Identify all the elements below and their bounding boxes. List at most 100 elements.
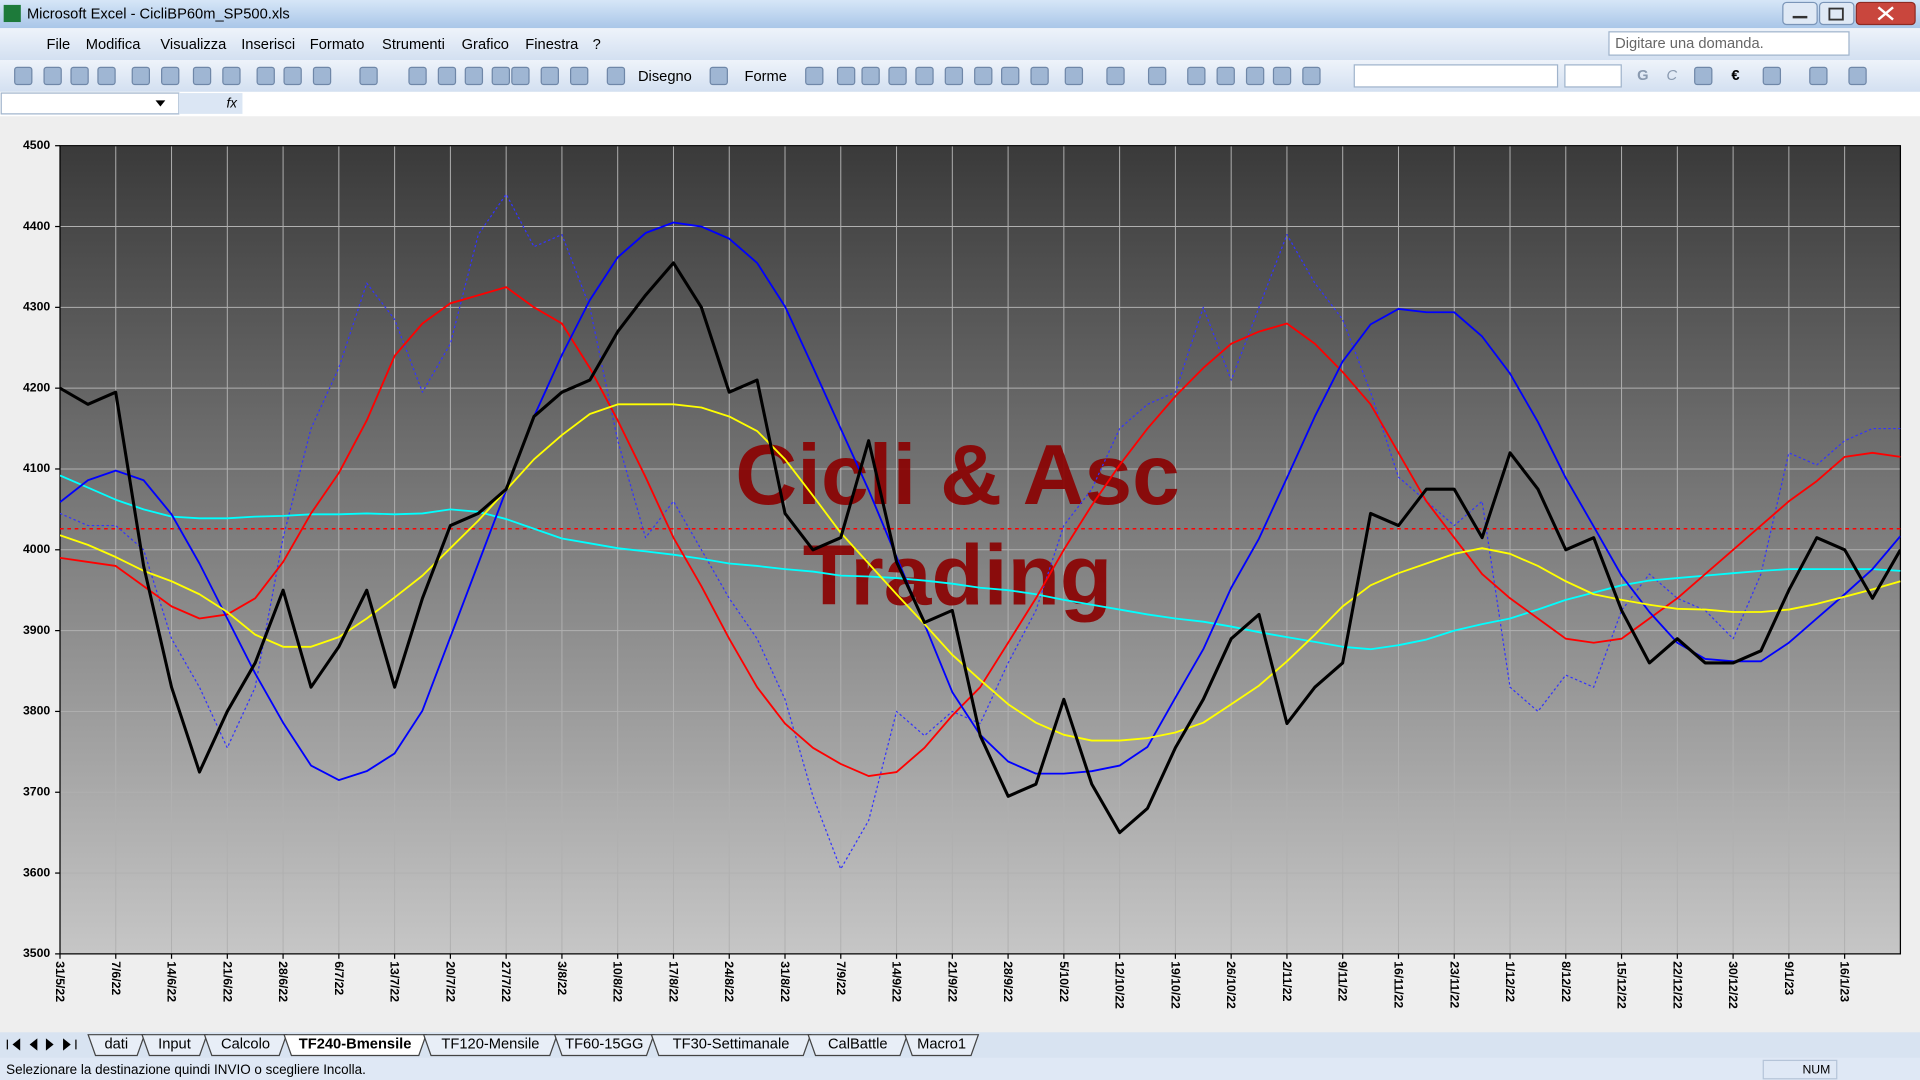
toolbar-button[interactable] <box>836 66 856 86</box>
toolbar-button[interactable] <box>1187 66 1206 86</box>
x-tick-label: 7/6/22 <box>109 961 123 995</box>
sheet-tab-label[interactable]: TF60-15GG <box>565 1036 643 1052</box>
x-tick-label: 24/8/22 <box>722 961 736 1002</box>
series-line <box>60 286 1901 778</box>
toolbar-button[interactable] <box>491 66 511 86</box>
toolbar-button[interactable] <box>974 66 993 86</box>
toolbar-button[interactable] <box>131 66 151 86</box>
toolbar-button[interactable] <box>606 66 626 86</box>
sheet-tab[interactable] <box>283 1034 427 1057</box>
toolbar-button[interactable] <box>1216 66 1235 86</box>
font-size-box[interactable] <box>1564 64 1622 88</box>
sheet-tab[interactable] <box>650 1034 812 1057</box>
sheet-tab[interactable] <box>422 1034 559 1057</box>
menu-item[interactable]: Inserisci <box>241 37 295 53</box>
menu-item[interactable]: Visualizza <box>160 37 227 53</box>
sheet-tab-label[interactable]: TF240-Bmensile <box>299 1036 412 1052</box>
toolbar-button[interactable] <box>1001 66 1020 86</box>
series-line <box>60 403 1901 742</box>
y-tick-label: 3700 <box>23 784 50 798</box>
toolbar-button[interactable] <box>1809 66 1828 86</box>
bold-button[interactable]: G <box>1637 68 1648 84</box>
toolbar-button[interactable] <box>312 66 332 86</box>
minimize-button[interactable] <box>1782 1 1818 26</box>
x-tick-label: 9/11/22 <box>1336 961 1350 1001</box>
sheet-tab[interactable] <box>807 1034 909 1057</box>
y-tick-label: 3600 <box>23 865 50 879</box>
sheet-tab-label[interactable]: dati <box>104 1036 128 1052</box>
italic-button[interactable]: C <box>1667 68 1678 84</box>
toolbar-button[interactable] <box>511 66 530 86</box>
plot-border <box>59 145 1902 955</box>
toolbar-button[interactable] <box>540 66 559 86</box>
formula-buttons <box>178 93 243 114</box>
toolbar-button[interactable] <box>805 66 824 86</box>
y-tick-label: 4400 <box>23 219 50 233</box>
toolbar-button[interactable] <box>283 66 302 86</box>
status-bar <box>0 1057 1920 1080</box>
excel-icon <box>3 4 21 23</box>
sheet-tab[interactable] <box>904 1034 980 1057</box>
toolbar-button[interactable] <box>888 66 907 86</box>
toolbar-button[interactable] <box>437 66 457 86</box>
shapes-menu[interactable]: Forme <box>744 69 786 85</box>
sheet-tab-label[interactable]: Input <box>158 1036 191 1052</box>
toolbar-button[interactable] <box>944 66 964 86</box>
toolbar-button[interactable] <box>1064 66 1084 86</box>
toolbar-button[interactable] <box>14 66 33 86</box>
menu-item[interactable]: Formato <box>310 37 365 53</box>
toolbar-button[interactable] <box>97 66 116 86</box>
toolbar-button[interactable] <box>1245 66 1265 86</box>
toolbar-button[interactable] <box>161 66 180 86</box>
menu-item[interactable]: ? <box>593 37 601 53</box>
toolbar-button[interactable] <box>861 66 880 86</box>
toolbar-button[interactable] <box>256 66 275 86</box>
toolbar-button[interactable] <box>1848 66 1867 86</box>
x-tick-label: 23/11/22 <box>1447 961 1461 1008</box>
draw-menu[interactable]: Disegno <box>638 69 692 85</box>
font-box[interactable] <box>1353 64 1559 88</box>
toolbar-button[interactable] <box>359 66 378 86</box>
sheet-tab[interactable] <box>203 1034 288 1057</box>
help-box[interactable] <box>1608 31 1850 56</box>
fx-label[interactable]: fx <box>227 96 239 111</box>
menu-item[interactable]: Modifica <box>86 37 142 53</box>
sheet-tab-label[interactable]: CalBattle <box>828 1036 888 1052</box>
menu-item[interactable]: Grafico <box>462 37 509 53</box>
name-box[interactable] <box>0 92 180 115</box>
toolbar-button[interactable] <box>1762 66 1782 86</box>
sheet-tab-label[interactable]: TF120-Mensile <box>441 1036 539 1052</box>
toolbar-button[interactable] <box>915 66 934 86</box>
sheet-tab-label[interactable]: Macro1 <box>917 1036 966 1052</box>
sheet-tab[interactable] <box>553 1034 655 1057</box>
toolbar-button[interactable] <box>1694 66 1713 86</box>
toolbar-button[interactable] <box>408 66 427 86</box>
toolbar-button[interactable] <box>464 66 484 86</box>
menu-item[interactable]: Finestra <box>525 37 579 53</box>
toolbar-button[interactable] <box>1030 66 1049 86</box>
maximize-button[interactable] <box>1818 1 1855 26</box>
x-tick-label: 31/5/22 <box>53 961 67 1002</box>
euro-button[interactable]: € <box>1731 68 1739 84</box>
toolbar-button[interactable] <box>70 66 89 86</box>
menu-item[interactable]: Strumenti <box>382 37 445 53</box>
toolbar-button[interactable] <box>570 66 589 86</box>
x-tick-label: 19/10/22 <box>1168 961 1182 1009</box>
toolbar-button[interactable] <box>43 66 62 86</box>
toolbar-button[interactable] <box>1302 66 1321 86</box>
sheet-tab[interactable] <box>87 1034 146 1057</box>
menu-item[interactable]: File <box>47 37 71 53</box>
toolbar-button[interactable] <box>1106 66 1125 86</box>
x-tick-label: 3/8/22 <box>555 961 569 995</box>
sheet-tab-label[interactable]: TF30-Settimanale <box>673 1036 790 1052</box>
toolbar-button[interactable] <box>1272 66 1292 86</box>
sheet-tab-label[interactable]: Calcolo <box>221 1036 270 1052</box>
y-tick-label: 3500 <box>23 946 50 960</box>
toolbar-button[interactable] <box>709 66 728 86</box>
toolbar-button[interactable] <box>222 66 241 86</box>
toolbar-button[interactable] <box>1147 66 1167 86</box>
toolbar-button[interactable] <box>192 66 212 86</box>
x-tick-label: 5/10/22 <box>1057 961 1071 1002</box>
sheet-tab[interactable] <box>141 1034 208 1057</box>
